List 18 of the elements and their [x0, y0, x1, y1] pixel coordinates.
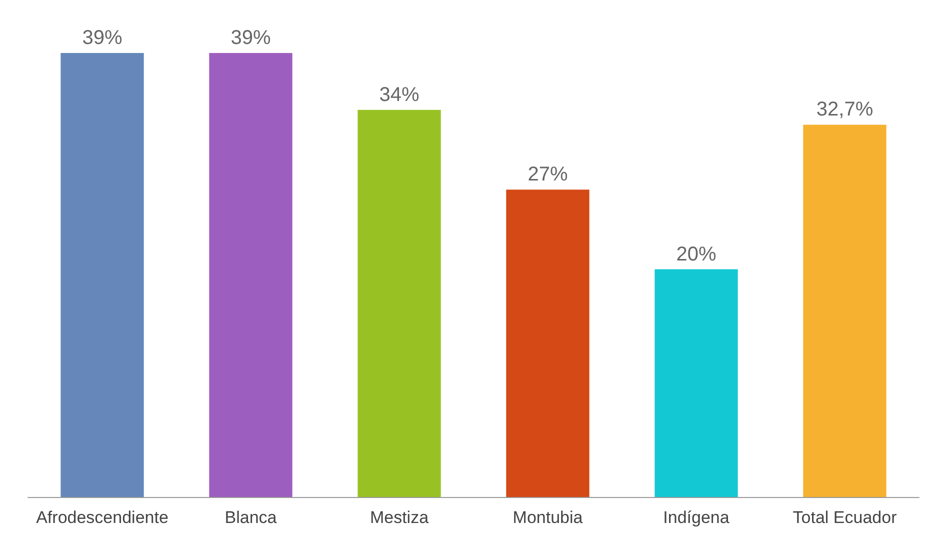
- x-tick-label: Mestiza: [370, 508, 430, 527]
- x-tick-label: Indígena: [663, 508, 730, 527]
- bar: [803, 124, 886, 497]
- x-tick-label: Blanca: [224, 508, 278, 527]
- bar: [358, 110, 441, 497]
- data-label: 34%: [379, 84, 420, 106]
- data-label: 39%: [230, 27, 271, 49]
- data-label: 32,7%: [816, 98, 874, 121]
- x-tick-label: Total Ecuador: [792, 508, 898, 527]
- x-tick-label: Montubia: [512, 508, 584, 527]
- data-label: 20%: [676, 243, 716, 266]
- bar: [60, 53, 144, 497]
- x-tick-label: Afrodescendiente: [36, 508, 168, 527]
- bar: [209, 53, 292, 497]
- bar: [654, 269, 738, 497]
- data-label: 39%: [82, 27, 122, 49]
- bar: [506, 190, 590, 497]
- data-label: 27%: [528, 164, 568, 186]
